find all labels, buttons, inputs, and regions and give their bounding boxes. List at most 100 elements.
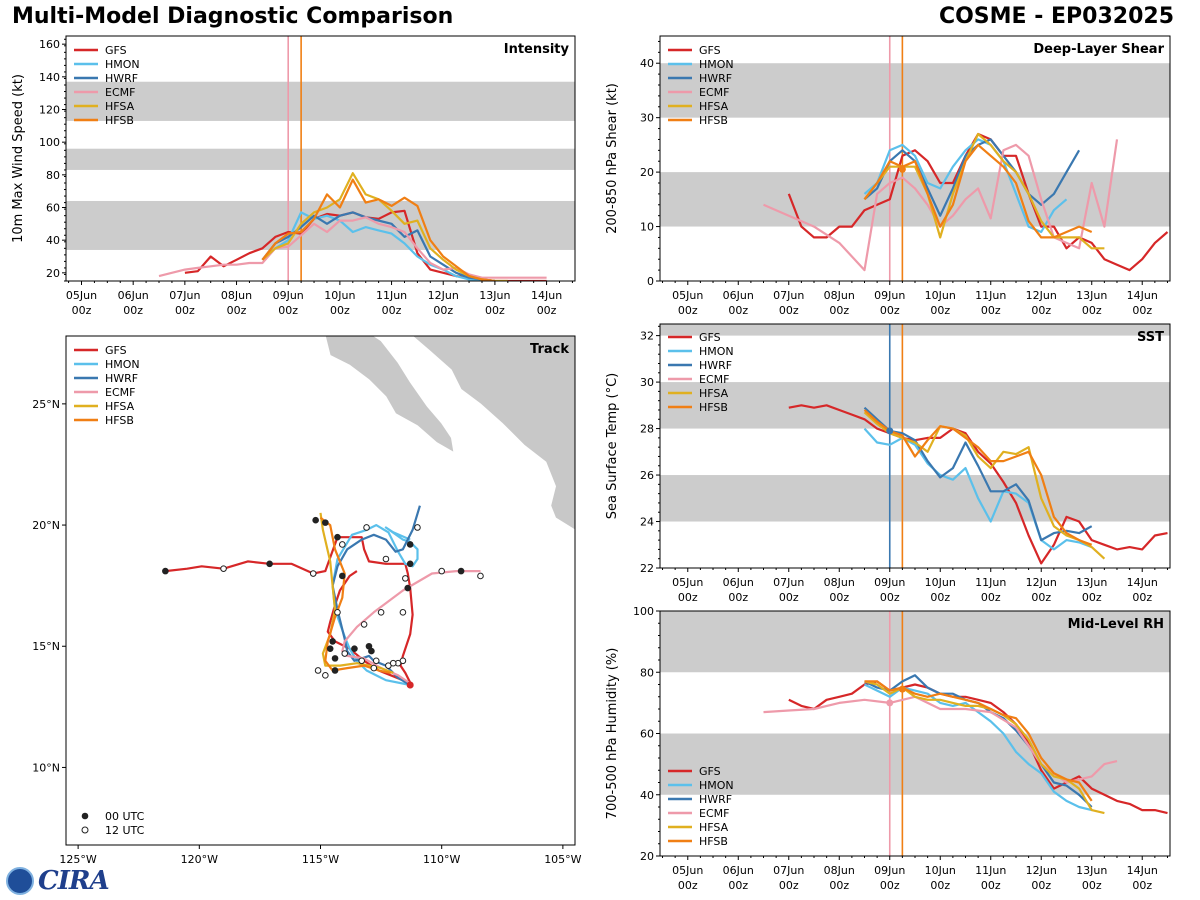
rh-series-ecmf xyxy=(763,695,1118,784)
track-dot-00utc xyxy=(365,642,373,650)
intensity-xtick-label-date: 07Jun xyxy=(169,289,200,302)
track-dot-00utc xyxy=(331,655,339,662)
track-series-hfsa xyxy=(319,512,394,674)
track-legend-label-hmon: HMON xyxy=(105,358,140,371)
track-dot-00utc xyxy=(329,638,336,645)
shear-ylabel: 200-850 hPa Shear (kt) xyxy=(605,83,620,234)
sst-xtick-label-date: 11Jun xyxy=(975,576,1006,589)
sst-ytick-label: 30 xyxy=(640,376,654,389)
intensity-plot-area xyxy=(66,36,575,281)
shear-xtick-label-hour: 00z xyxy=(779,304,799,317)
shear-xtick-label-date: 11Jun xyxy=(975,289,1006,302)
track-dot-00utc xyxy=(162,567,169,575)
intensity-series-ecmf xyxy=(158,216,547,279)
track-dot-12utc xyxy=(309,570,317,577)
sst-ytick-label: 22 xyxy=(640,562,654,575)
shear-xtick-label-hour: 00z xyxy=(829,304,849,317)
sst-xtick-label-date: 12Jun xyxy=(1026,576,1057,589)
track-dot-12utc xyxy=(339,541,346,548)
cira-logo: CIRA xyxy=(6,866,110,896)
shear-xtick-label-date: 10Jun xyxy=(925,289,956,302)
sst-legend-label-hmon: HMON xyxy=(699,345,734,358)
intensity-xtick-label-date: 14Jun xyxy=(531,289,562,302)
rh-xtick-label-hour: 00z xyxy=(779,879,799,892)
rh-legend-label-hmon: HMON xyxy=(699,779,734,792)
shear-legend-label-hfsa: HFSA xyxy=(699,100,729,113)
sst-band-0 xyxy=(660,475,1170,522)
track-dot-12utc xyxy=(438,567,445,575)
sst-band-1 xyxy=(660,382,1170,429)
track-dot-12utc xyxy=(358,657,366,665)
intensity-xtick-label-hour: 00z xyxy=(433,304,453,317)
intensity-ytick-label: 100 xyxy=(39,136,60,149)
intensity-ytick-label: 20 xyxy=(46,267,60,280)
shear-series-hmon xyxy=(863,138,1068,234)
rh-series-gfs xyxy=(788,680,1168,815)
track-xtick-label: 120°W xyxy=(181,853,218,866)
shear-xtick-label-hour: 00z xyxy=(1132,304,1152,317)
track-dot-00utc xyxy=(312,516,319,524)
sst-series-hwrf xyxy=(863,406,1093,542)
track-ytick-label: 15°N xyxy=(32,640,60,653)
sst-xtick-label-date: 06Jun xyxy=(723,576,754,589)
track-dot-00utc xyxy=(339,572,346,580)
rh-xtick-label-date: 09Jun xyxy=(874,864,905,877)
sst-xtick-label-hour: 00z xyxy=(728,591,748,604)
intensity-ylabel: 10m Max Wind Speed (kt) xyxy=(11,74,26,243)
intensity-xtick-label-hour: 00z xyxy=(278,304,298,317)
track-legend-label-gfs: GFS xyxy=(105,344,127,357)
track-xtick-label: 105°W xyxy=(544,853,581,866)
intensity-xtick-label-date: 13Jun xyxy=(479,289,510,302)
intensity-legend-label-hwrf: HWRF xyxy=(105,72,138,85)
sst-ytick-label: 28 xyxy=(640,423,654,436)
track-dot-00utc xyxy=(406,541,414,548)
track-ytick-label: 10°N xyxy=(32,761,60,774)
track-dot-12utc xyxy=(360,621,368,628)
figure-title: Multi-Model Diagnostic Comparison xyxy=(12,4,454,29)
track-dot-12utc xyxy=(372,657,380,665)
track-dot-12utc xyxy=(220,565,227,572)
track-dot-00utc xyxy=(326,645,334,652)
track-dot-00utc xyxy=(406,560,414,568)
shear-legend-label-ecmf: ECMF xyxy=(699,86,729,99)
rh-plot-area xyxy=(660,611,1170,856)
track-panel-title: Track xyxy=(530,342,569,357)
track-dot-00utc xyxy=(322,519,329,526)
sst-ytick-label: 26 xyxy=(640,469,654,482)
rh-ytick-label: 20 xyxy=(640,850,654,863)
shear-legend-label-gfs: GFS xyxy=(699,44,721,57)
rh-ytick-label: 60 xyxy=(640,728,654,741)
intensity-legend-label-ecmf: ECMF xyxy=(105,86,135,99)
track-start-marker xyxy=(406,681,414,689)
shear-panel: 0 10 20 30 40 05Jun 00z 06Jun 00z 07Jun 00z 08Jun 00… xyxy=(605,35,1171,317)
track-dot-00utc xyxy=(457,567,465,575)
shear-xtick-label-date: 07Jun xyxy=(773,289,804,302)
track-dot-12utc xyxy=(334,609,341,616)
rh-band-1 xyxy=(660,611,1170,673)
intensity-panel: 20 40 60 80 100 120 140 160 05Jun 00z 06Jun 00z 07Ju… xyxy=(11,35,576,317)
track-dot-12utc xyxy=(341,650,349,657)
intensity-xtick-label-hour: 00z xyxy=(537,304,557,317)
intensity-xtick-label-date: 05Jun xyxy=(66,289,97,302)
intensity-xtick-label-hour: 00z xyxy=(123,304,143,317)
shear-xtick-label-hour: 00z xyxy=(678,304,698,317)
rh-xtick-label-date: 13Jun xyxy=(1076,864,1107,877)
sst-xtick-label-date: 09Jun xyxy=(874,576,905,589)
shear-plot-area xyxy=(660,36,1170,281)
rh-panel-title: Mid-Level RH xyxy=(1068,617,1164,632)
sst-legend-label-ecmf: ECMF xyxy=(699,373,729,386)
intensity-ytick-label: 60 xyxy=(46,202,60,215)
track-legend-label-hwrf: HWRF xyxy=(105,372,138,385)
shear-ytick-label: 0 xyxy=(647,275,654,288)
shear-series-ecmf xyxy=(763,139,1119,272)
rh-xtick-label-hour: 00z xyxy=(829,879,849,892)
intensity-panel-title: Intensity xyxy=(504,42,570,57)
intensity-frame xyxy=(65,35,576,282)
track-legend-label-hfsa: HFSA xyxy=(105,400,135,413)
legend-dot-12utc xyxy=(81,826,89,834)
shear-xtick-label-hour: 00z xyxy=(1031,304,1051,317)
sst-xtick-label-date: 08Jun xyxy=(824,576,855,589)
